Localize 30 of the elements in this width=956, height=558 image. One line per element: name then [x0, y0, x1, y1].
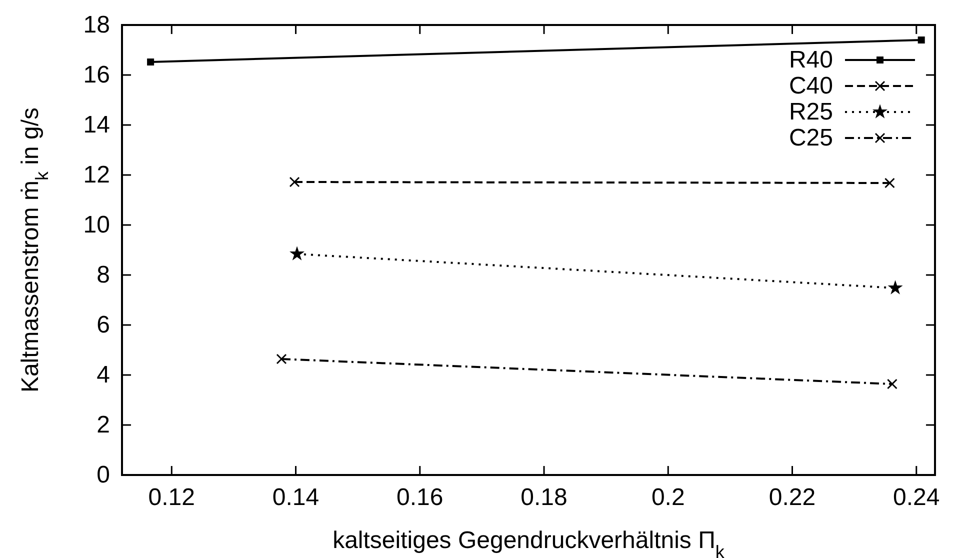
point	[290, 246, 305, 260]
y-tick-label: 10	[83, 212, 110, 238]
legend-label: C25	[788, 124, 833, 152]
point	[886, 378, 898, 390]
x-tick-label: 0.24	[893, 484, 940, 511]
y-tick-label: 0	[96, 462, 110, 488]
y-tick-label: 16	[83, 62, 110, 88]
x-tick-label: 0.14	[272, 484, 320, 511]
point	[276, 354, 287, 364]
legend-label: R40	[788, 46, 833, 74]
y-tick-label: 12	[83, 162, 110, 188]
y-tick-label: 8	[96, 262, 110, 288]
x-tick-label: 0.2	[651, 484, 685, 511]
legend-label: C40	[788, 72, 833, 100]
y-tick-label: 2	[96, 412, 110, 438]
y-tick-label: 18	[83, 12, 110, 38]
x-tick-label: 0.12	[148, 484, 196, 511]
point	[888, 280, 903, 294]
point	[147, 58, 154, 66]
y-tick-label: 14	[83, 112, 110, 138]
x-tick-label: 0.16	[396, 484, 444, 511]
y-tick-label: 6	[96, 312, 110, 338]
y-tick-label: 4	[96, 362, 110, 388]
x-tick-label: 0.18	[520, 484, 568, 511]
x-tick-label: 0.22	[768, 484, 816, 511]
legend-label: R25	[788, 98, 833, 126]
point	[289, 176, 300, 188]
point	[918, 36, 925, 44]
point	[884, 178, 895, 188]
x-axis-title: kaltseitiges Gegendruckverhältnis Π$_{k}$	[332, 527, 726, 558]
